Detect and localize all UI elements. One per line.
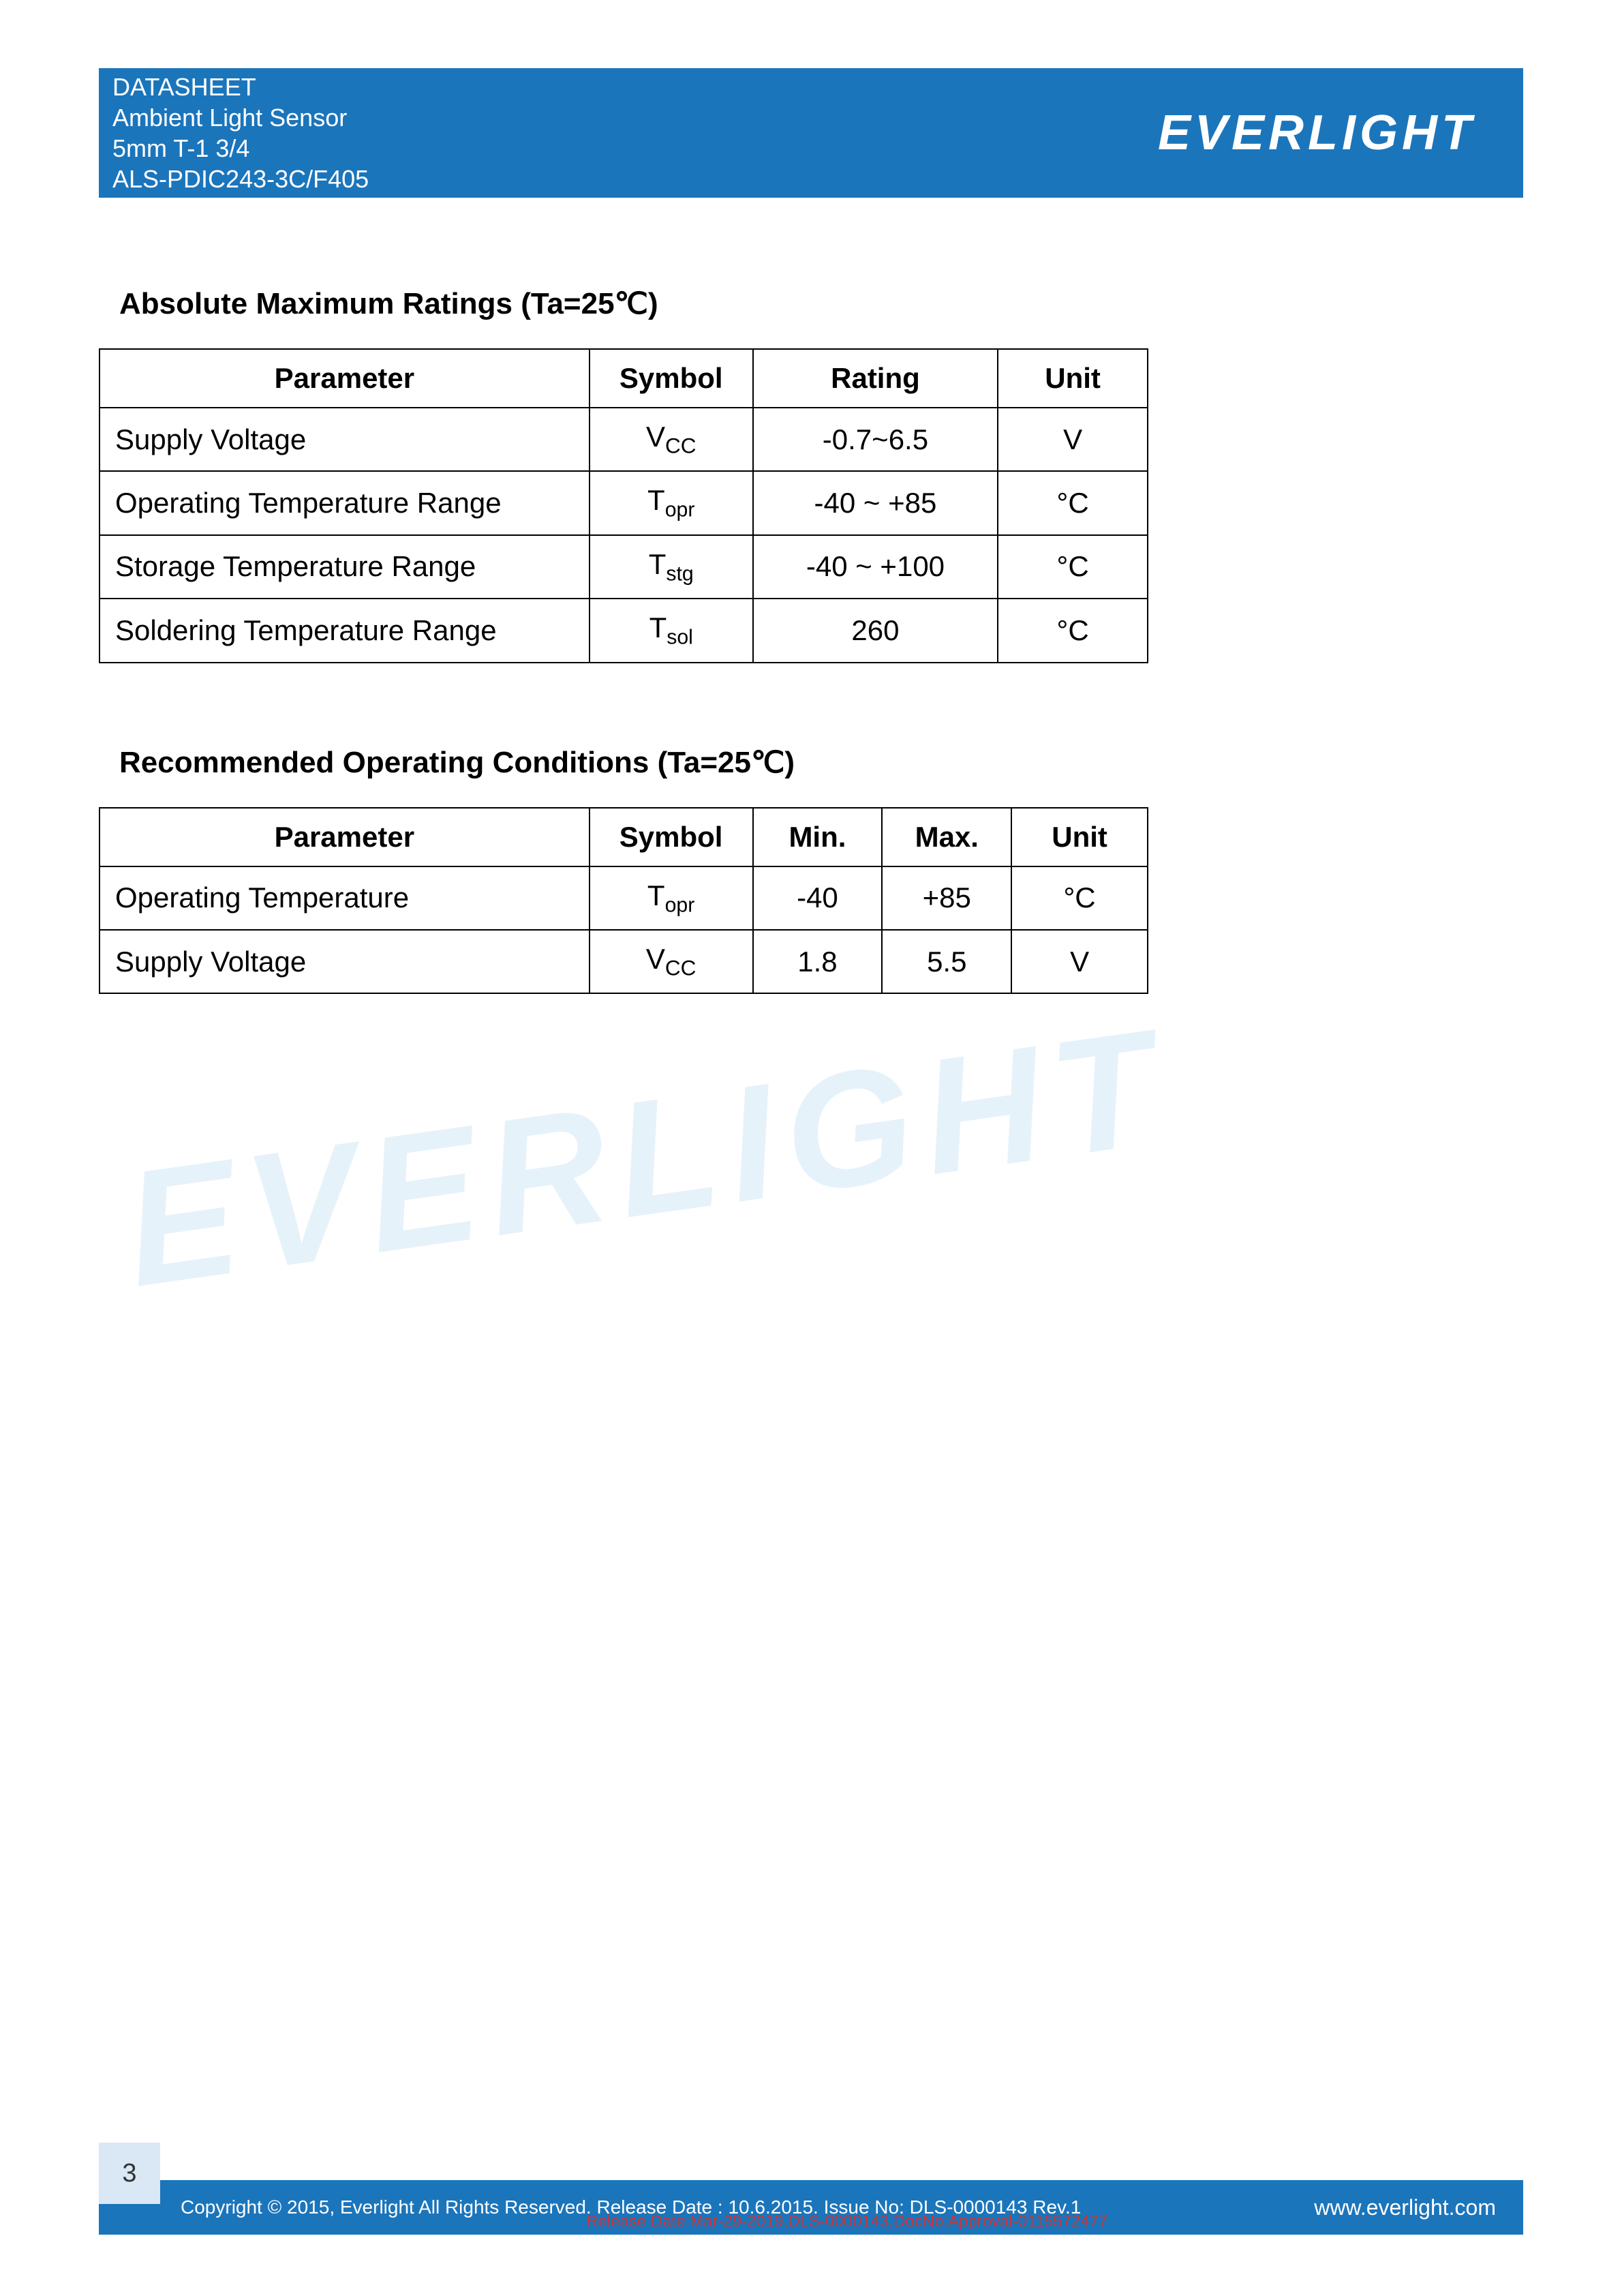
brand-logo: EVERLIGHT	[1158, 106, 1475, 160]
watermark-text: EVERLIGHT	[114, 991, 1177, 1323]
table-row: Storage Temperature RangeTstg-40 ~ +100°…	[100, 535, 1148, 599]
cell-unit: V	[998, 408, 1148, 471]
footer-red-overlay: Release Date:Mar-29-2019,DLS-0000143,Doc…	[586, 2212, 1107, 2231]
cell-parameter: Supply Voltage	[100, 408, 590, 471]
table-header: Parameter	[100, 349, 590, 408]
cell-parameter: Supply Voltage	[100, 930, 590, 993]
cell-symbol: VCC	[590, 930, 753, 993]
header-brand: EVERLIGHT	[1158, 105, 1475, 161]
cell-parameter: Operating Temperature	[100, 866, 590, 930]
cell-min: -40	[753, 866, 883, 930]
header-line1: DATASHEET	[112, 72, 369, 102]
footer-url: www.everlight.com	[1314, 2195, 1496, 2220]
table-header: Symbol	[590, 808, 753, 866]
table-row: Operating TemperatureTopr-40+85°C	[100, 866, 1148, 930]
header-info: DATASHEET Ambient Light Sensor 5mm T-1 3…	[112, 72, 369, 194]
cell-max: 5.5	[882, 930, 1011, 993]
table-header: Min.	[753, 808, 883, 866]
page-number: 3	[99, 2143, 160, 2204]
table-header: Rating	[753, 349, 998, 408]
section1-title: Absolute Maximum Ratings (Ta=25℃)	[119, 286, 1523, 321]
cell-parameter: Operating Temperature Range	[100, 471, 590, 534]
cell-unit: °C	[1011, 866, 1148, 930]
table-row: Supply VoltageVCC-0.7~6.5V	[100, 408, 1148, 471]
datasheet-page: EVERLIGHT DATASHEET Ambient Light Sensor…	[0, 0, 1622, 2296]
cell-unit: °C	[998, 535, 1148, 599]
cell-symbol: VCC	[590, 408, 753, 471]
table-row: Supply VoltageVCC1.85.5V	[100, 930, 1148, 993]
header-line3: 5mm T-1 3/4	[112, 133, 369, 164]
cell-symbol: Topr	[590, 866, 753, 930]
page-header: DATASHEET Ambient Light Sensor 5mm T-1 3…	[99, 68, 1523, 198]
cell-symbol: Topr	[590, 471, 753, 534]
cell-parameter: Soldering Temperature Range	[100, 599, 590, 662]
abs-max-table: ParameterSymbolRatingUnitSupply VoltageV…	[99, 348, 1148, 663]
table-header: Unit	[998, 349, 1148, 408]
cell-symbol: Tstg	[590, 535, 753, 599]
cell-symbol: Tsol	[590, 599, 753, 662]
cell-rating: 260	[753, 599, 998, 662]
cell-rating: -40 ~ +100	[753, 535, 998, 599]
table-header: Unit	[1011, 808, 1148, 866]
cell-unit: °C	[998, 471, 1148, 534]
cell-min: 1.8	[753, 930, 883, 993]
cell-rating: -40 ~ +85	[753, 471, 998, 534]
table-row: Soldering Temperature RangeTsol260°C	[100, 599, 1148, 662]
cell-unit: °C	[998, 599, 1148, 662]
page-content: Absolute Maximum Ratings (Ta=25℃) Parame…	[99, 245, 1523, 994]
section2-title: Recommended Operating Conditions (Ta=25℃…	[119, 745, 1523, 780]
table-row: Operating Temperature RangeTopr-40 ~ +85…	[100, 471, 1148, 534]
table-header: Parameter	[100, 808, 590, 866]
cell-parameter: Storage Temperature Range	[100, 535, 590, 599]
cell-max: +85	[882, 866, 1011, 930]
operating-cond-table: ParameterSymbolMin.Max.UnitOperating Tem…	[99, 807, 1148, 995]
table-header: Max.	[882, 808, 1011, 866]
header-line4: ALS-PDIC243-3C/F405	[112, 164, 369, 194]
header-line2: Ambient Light Sensor	[112, 102, 369, 133]
table-header: Symbol	[590, 349, 753, 408]
cell-rating: -0.7~6.5	[753, 408, 998, 471]
cell-unit: V	[1011, 930, 1148, 993]
